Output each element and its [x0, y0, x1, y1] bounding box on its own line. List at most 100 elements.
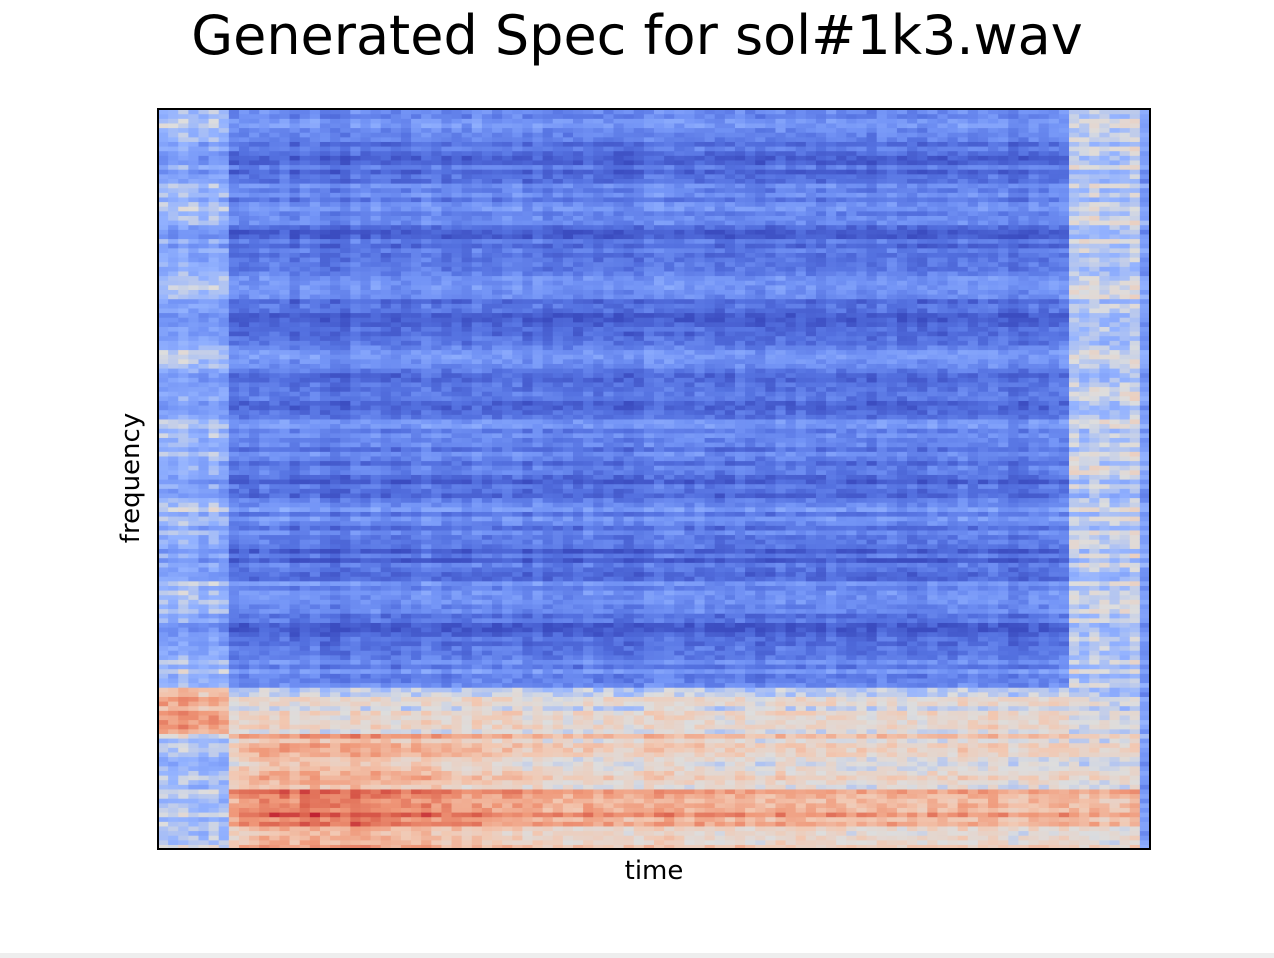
spectrogram-cell [279, 261, 291, 267]
spectrogram-cell [441, 553, 453, 559]
spectrogram-cell [441, 303, 453, 309]
spectrogram-cell [208, 807, 220, 813]
spectrogram-cell [421, 636, 432, 642]
spectrogram-cell [330, 539, 341, 545]
spectrogram-cell [299, 594, 311, 600]
spectrogram-cell [451, 122, 463, 129]
spectrogram-cell [228, 733, 240, 739]
spectrogram-cell [218, 220, 230, 226]
spectrogram-cell [461, 469, 473, 475]
spectrogram-cell [441, 349, 453, 355]
spectrogram-cell [330, 483, 341, 489]
spectrogram-cell [228, 816, 240, 822]
spectrogram-cell [289, 770, 301, 776]
spectrogram-cell [198, 261, 210, 267]
spectrogram-cell [228, 691, 240, 697]
spectrogram-cell [350, 294, 362, 300]
spectrogram-cell [299, 812, 311, 818]
spectrogram-cell [228, 229, 240, 235]
spectrogram-cell [411, 534, 422, 540]
spectrogram-cell [461, 233, 473, 240]
spectrogram-cell [340, 405, 351, 411]
spectrogram-cell [158, 395, 169, 401]
spectrogram-cell [158, 331, 169, 337]
spectrogram-cell [431, 215, 443, 221]
spectrogram-cell [441, 215, 453, 221]
spectrogram-cell [411, 358, 422, 364]
spectrogram-cell [249, 354, 260, 360]
spectrogram-cell [451, 363, 463, 369]
spectrogram-cell [319, 372, 331, 378]
spectrogram-cell [208, 673, 220, 679]
spectrogram-cell [411, 173, 422, 179]
spectrogram-cell [168, 770, 179, 776]
spectrogram-cell [360, 460, 372, 466]
spectrogram-cell [188, 280, 200, 286]
spectrogram-cell [370, 307, 382, 314]
spectrogram-cell [289, 479, 301, 485]
spectrogram-cell [360, 553, 372, 559]
spectrogram-cell [299, 525, 311, 531]
spectrogram-cell [330, 312, 341, 318]
spectrogram-cell [289, 317, 301, 323]
spectrogram-cell [249, 233, 260, 240]
spectrogram-cell [360, 728, 372, 734]
spectrogram-cell [269, 497, 281, 503]
spectrogram-cell [309, 677, 321, 684]
spectrogram-cell [390, 640, 402, 647]
spectrogram-cell [441, 363, 453, 369]
spectrogram-cell [249, 465, 260, 471]
spectrogram-cell [461, 405, 473, 411]
spectrogram-cell [269, 164, 281, 170]
spectrogram-cell [360, 534, 372, 540]
spectrogram-cell [411, 331, 422, 337]
spectrogram-cell [390, 340, 402, 346]
spectrogram-cell [461, 788, 473, 795]
spectrogram-cell [451, 516, 463, 522]
spectrogram-cell [168, 196, 179, 203]
spectrogram-cell [299, 617, 311, 623]
spectrogram-cell [158, 738, 169, 744]
spectrogram-cell [158, 358, 169, 364]
spectrogram-cell [411, 529, 422, 536]
spectrogram-cell [370, 761, 382, 767]
spectrogram-cell [461, 159, 473, 166]
spectrogram-cell [411, 243, 422, 249]
spectrogram-cell [421, 414, 432, 420]
spectrogram-cell [238, 571, 250, 577]
spectrogram-cell [208, 793, 220, 799]
spectrogram-cell [238, 206, 250, 212]
spectrogram-cell [451, 423, 463, 429]
spectrogram-cell [198, 201, 210, 207]
spectrogram-cell [228, 673, 240, 679]
spectrogram-cell [330, 442, 341, 448]
spectrogram-cell [350, 529, 362, 536]
spectrogram-cell [350, 127, 362, 133]
spectrogram-cell [158, 580, 169, 586]
spectrogram-cell [370, 455, 382, 462]
spectrogram-cell [228, 548, 240, 554]
spectrogram-cell [330, 127, 341, 133]
spectrogram-cell [370, 164, 382, 170]
spectrogram-cell [380, 303, 392, 309]
spectrogram-cell [431, 594, 443, 600]
spectrogram-cell [380, 617, 392, 623]
spectrogram-cell [188, 363, 200, 369]
spectrogram-cell [340, 483, 351, 489]
spectrogram-cell [400, 645, 412, 651]
spectrogram-cell [411, 266, 422, 272]
spectrogram-cell [350, 400, 362, 406]
spectrogram-cell [360, 317, 372, 323]
spectrogram-cell [411, 418, 422, 425]
spectrogram-cell [309, 580, 321, 586]
spectrogram-cell [319, 548, 331, 554]
spectrogram-cell [390, 474, 402, 480]
spectrogram-cell [218, 807, 230, 813]
spectrogram-cell [289, 673, 301, 679]
spectrogram-cell [178, 335, 189, 341]
spectrogram-cell [198, 423, 210, 429]
spectrogram-cell [249, 201, 260, 207]
spectrogram-cell [441, 109, 453, 115]
spectrogram-cell [411, 220, 422, 226]
spectrogram-cell [188, 460, 200, 466]
